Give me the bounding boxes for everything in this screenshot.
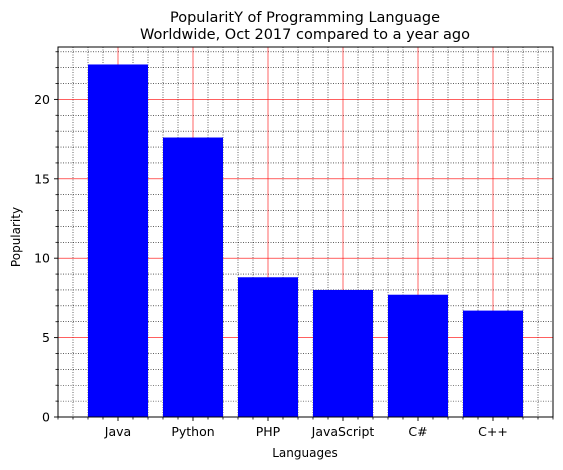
- x-tick-label: Python: [171, 424, 214, 439]
- x-tick-label: PHP: [256, 424, 281, 439]
- x-tick-label: C++: [478, 424, 508, 439]
- bar-java: [88, 64, 148, 418]
- x-tick-label: JavaScript: [311, 424, 375, 439]
- x-tick-label: Java: [104, 424, 131, 439]
- x-axis-label: Languages: [272, 446, 337, 460]
- plot-frame: [57, 46, 554, 418]
- bar-php: [238, 277, 298, 417]
- x-tick-label: C#: [408, 424, 427, 439]
- bar-python: [163, 137, 223, 417]
- x-tick-labels: Java Python PHP JavaScript C# C++: [104, 424, 508, 439]
- chart-subtitle: Worldwide, Oct 2017 compared to a year a…: [140, 27, 470, 43]
- bars: [88, 64, 523, 418]
- bar-c-: [388, 294, 448, 417]
- chart-title: PopularitY of Programming Language: [170, 10, 440, 26]
- axis-ticks: [54, 51, 554, 421]
- y-axis-label: Popularity: [9, 207, 23, 267]
- y-tick-label: 15: [34, 171, 50, 186]
- bar-javascript: [313, 289, 373, 417]
- y-tick-label: 10: [34, 251, 50, 266]
- y-tick-label: 0: [42, 410, 50, 425]
- bar-c-: [463, 310, 523, 417]
- y-tick-labels: 0 5 10 15 20: [34, 92, 50, 425]
- y-tick-label: 5: [42, 330, 50, 345]
- y-tick-label: 20: [34, 92, 50, 107]
